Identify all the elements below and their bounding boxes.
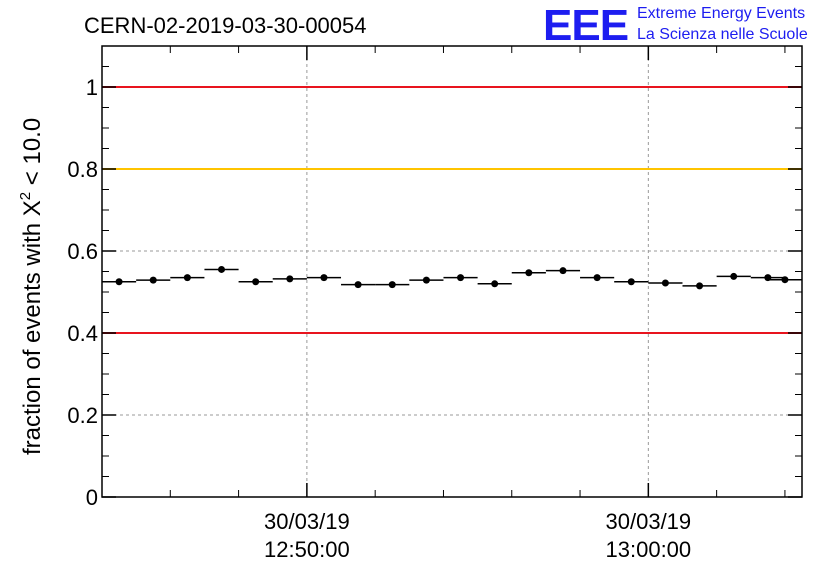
grid xyxy=(102,46,802,497)
data-point xyxy=(730,272,738,280)
data-point xyxy=(491,280,499,288)
data-point xyxy=(149,276,157,284)
data-point xyxy=(115,278,123,286)
data-point xyxy=(457,274,465,282)
y-tick-label: 0.2 xyxy=(67,403,98,428)
data-point xyxy=(218,265,226,273)
y-tick-label: 0.8 xyxy=(67,157,98,182)
data-point xyxy=(286,275,294,283)
x-tick-label-date: 30/03/19 xyxy=(264,509,350,534)
data-point xyxy=(593,274,601,282)
x-tick-label-time: 12:50:00 xyxy=(264,537,350,562)
chart-title: CERN-02-2019-03-30-00054 xyxy=(84,13,367,38)
data-point xyxy=(781,276,789,284)
x-tick-label-date: 30/03/19 xyxy=(606,509,692,534)
data-point xyxy=(627,278,635,286)
logo-eee-text: EEE xyxy=(543,1,628,50)
y-axis-label-prefix: fraction of events with xyxy=(19,216,46,455)
reference-lines xyxy=(102,86,802,334)
x-tick-label-time: 13:00:00 xyxy=(606,537,692,562)
y-axis-label: fraction of events with X2 < 10.0 xyxy=(17,118,46,455)
logo-line-1: Extreme Energy Events xyxy=(637,5,805,22)
y-tick-label: 0 xyxy=(86,485,98,510)
data-point xyxy=(696,282,704,290)
data-point xyxy=(388,281,396,289)
data-point xyxy=(354,281,362,289)
data-point xyxy=(320,274,328,282)
y-axis-label-superscript: 2 xyxy=(17,192,34,200)
y-tick-label: 0.4 xyxy=(67,321,98,346)
eee-logo: EEE Extreme Energy Events La Scienza nel… xyxy=(543,1,808,50)
data-point xyxy=(525,269,533,277)
y-tick-label: 0.6 xyxy=(67,239,98,264)
plot-frame xyxy=(101,45,803,498)
data-point xyxy=(559,267,567,275)
logo-line-2: La Scienza nelle Scuole xyxy=(637,26,808,43)
data-point xyxy=(661,279,669,287)
axes: 0 0.2 0.4 0.6 0.8 1 30/03/19 12:50:00 30/03/19 13… xyxy=(67,45,803,562)
y-tick-label: 1 xyxy=(86,75,98,100)
data-point xyxy=(183,274,191,282)
data-point xyxy=(252,278,260,286)
data-point xyxy=(422,276,430,284)
y-axis-label-suffix: < 10.0 xyxy=(19,118,46,192)
y-axis-label-symbol: X xyxy=(19,200,46,216)
data-points xyxy=(102,265,802,290)
